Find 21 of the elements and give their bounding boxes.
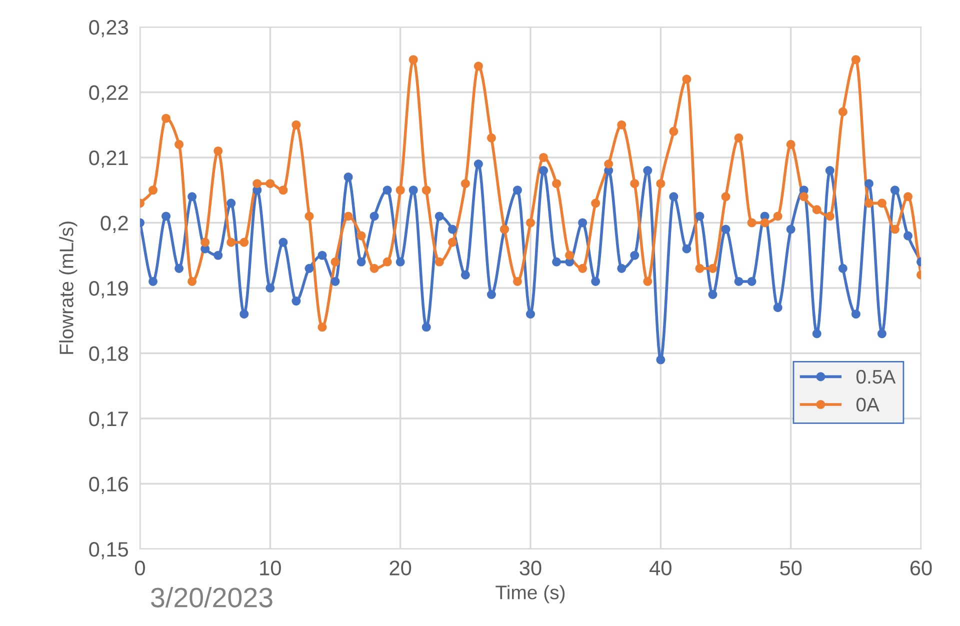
x-tick-label: 30: [520, 560, 542, 576]
legend-label: 0A: [856, 398, 880, 412]
x-tick-label: 10: [260, 560, 281, 576]
x-tick-label: 0: [135, 560, 145, 576]
x-axis-title: Time (s): [496, 585, 565, 604]
y-tick-label: 0,2: [100, 216, 128, 233]
y-tick-label: 0,17: [89, 412, 128, 429]
y-tick-label: 0,19: [89, 281, 128, 298]
y-tick-label: 0,21: [89, 150, 128, 168]
y-tick-label: 0,16: [89, 476, 128, 494]
y-axis-title: Flowrate (mL/s): [59, 222, 78, 354]
text: 3/20/2023: [151, 587, 272, 608]
legend-label: 0.5A: [856, 370, 896, 384]
x-tick-label: 50: [780, 560, 802, 576]
y-tick-label: 0,18: [89, 346, 128, 364]
y-tick-label: 0,15: [89, 542, 128, 560]
x-tick-label: 40: [650, 560, 672, 576]
y-tick-label: 0,23: [89, 20, 128, 38]
x-tick-label: 20: [390, 560, 412, 576]
y-tick-label: 0,22: [89, 85, 128, 102]
x-tick-label: 60: [910, 560, 932, 576]
